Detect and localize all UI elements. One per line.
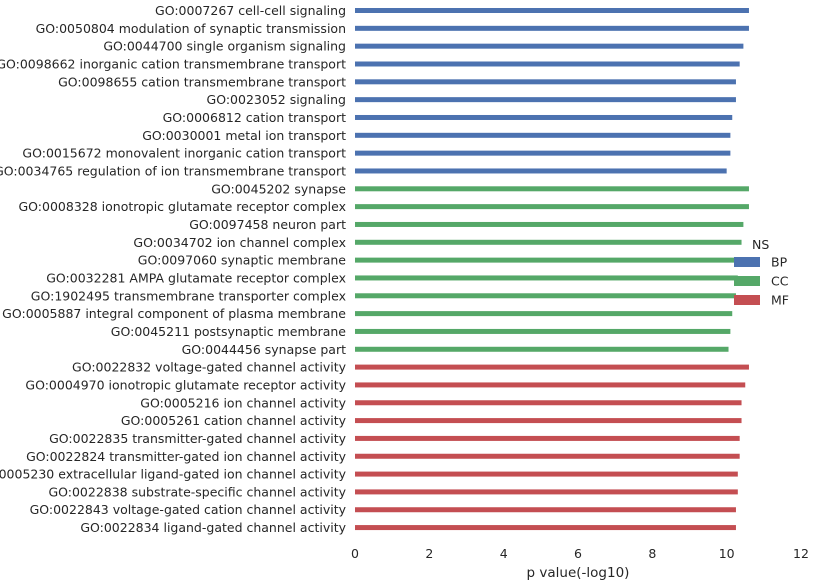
category-labels: GO:0007267 cell-cell signaling GO:0050804… xyxy=(0,3,347,535)
bar-bp xyxy=(355,168,727,174)
bar-bp xyxy=(355,79,736,85)
category-label: GO:0097458 neuron part xyxy=(189,217,346,232)
category-label: GO:0044456 synapse part xyxy=(182,342,346,357)
x-tick-label: 10 xyxy=(719,546,735,561)
bar-bp xyxy=(355,8,749,13)
bar-bp xyxy=(355,150,731,156)
category-label: GO:0097060 synaptic membrane xyxy=(138,253,347,268)
legend-title: NS xyxy=(752,237,769,252)
bar-mf xyxy=(355,525,736,531)
category-label: GO:0022838 substrate-specific channel ac… xyxy=(48,484,346,499)
category-label: GO:1902495 transmembrane transporter com… xyxy=(31,288,346,303)
category-label: GO:0098655 cation transmembrane transpor… xyxy=(58,74,346,89)
bar-bp xyxy=(355,25,749,31)
bar-cc xyxy=(355,257,740,263)
bar-mf xyxy=(355,489,738,495)
bar-mf xyxy=(355,364,749,370)
category-label: GO:0005887 integral component of plasma … xyxy=(2,306,346,321)
category-label: GO:0007267 cell-cell signaling xyxy=(155,3,346,18)
bar-bp xyxy=(355,61,740,67)
category-label: GO:0098662 inorganic cation transmembran… xyxy=(0,56,346,71)
bar-mf xyxy=(355,507,736,513)
legend-label-cc: CC xyxy=(771,274,789,289)
bar-mf xyxy=(355,418,742,424)
legend-swatch-cc xyxy=(734,276,760,286)
category-label: GO:0005261 cation channel activity xyxy=(121,413,347,428)
category-label: GO:0045202 synapse xyxy=(211,181,346,196)
x-tick-label: 0 xyxy=(351,546,359,561)
bar-cc xyxy=(355,204,749,210)
legend-label-bp: BP xyxy=(771,255,788,270)
bar-mf xyxy=(355,382,746,388)
category-label: GO:0030001 metal ion transport xyxy=(142,128,346,143)
category-label: GO:0022824 transmitter-gated ion channel… xyxy=(26,449,347,464)
bars-layer xyxy=(355,8,749,531)
bar-cc xyxy=(355,346,729,352)
category-label: GO:0005216 ion channel activity xyxy=(140,395,346,410)
x-tick-label: 8 xyxy=(648,546,656,561)
bar-cc xyxy=(355,275,738,281)
category-label: GO:0050804 modulation of synaptic transm… xyxy=(36,21,346,36)
x-tick-label: 4 xyxy=(500,546,508,561)
category-label: GO:0045211 postsynaptic membrane xyxy=(111,324,347,339)
bar-cc xyxy=(355,239,742,245)
legend-label-mf: MF xyxy=(771,293,789,308)
bar-cc xyxy=(355,311,733,317)
category-label: GO:0034702 ion channel complex xyxy=(133,235,346,250)
category-label: GO:0006812 cation transport xyxy=(163,110,346,125)
legend: NS BP CC MF xyxy=(734,237,789,308)
bar-cc xyxy=(355,221,744,227)
category-label: GO:0023052 signaling xyxy=(207,92,346,107)
category-label: GO:0004970 ionotropic glutamate receptor… xyxy=(25,377,346,392)
bar-cc xyxy=(355,293,736,299)
legend-swatch-mf xyxy=(734,295,760,305)
bar-mf xyxy=(355,471,738,477)
category-label: GO:0022843 voltage-gated cation channel … xyxy=(30,502,347,517)
x-axis-title: p value(-log10) xyxy=(527,565,630,581)
bar-cc xyxy=(355,328,731,334)
bar-bp xyxy=(355,97,736,103)
category-label: GO:0015672 monovalent inorganic cation t… xyxy=(22,146,346,161)
bar-cc xyxy=(355,186,749,192)
category-label: GO:0032281 AMPA glutamate receptor compl… xyxy=(46,270,346,285)
category-label: GO:0022832 voltage-gated channel activit… xyxy=(72,360,347,375)
bar-mf xyxy=(355,453,740,459)
bar-mf xyxy=(355,435,740,441)
category-label: GO:0008328 ionotropic glutamate receptor… xyxy=(19,199,347,214)
bar-bp xyxy=(355,43,744,49)
legend-swatch-bp xyxy=(734,257,760,267)
category-label: GO:0022834 ligand-gated channel activity xyxy=(80,520,346,535)
category-label: GO:0022835 transmitter-gated channel act… xyxy=(49,431,346,446)
bar-bp xyxy=(355,114,733,120)
bar-mf xyxy=(355,400,742,406)
category-label: GO:0005230 extracellular ligand-gated io… xyxy=(0,467,347,482)
x-axis-ticks: 0 2 4 6 8 10 12 xyxy=(351,546,809,561)
x-tick-label: 12 xyxy=(793,546,809,561)
bar-bp xyxy=(355,132,731,138)
x-tick-label: 2 xyxy=(425,546,433,561)
category-label: GO:0034765 regulation of ion transmembra… xyxy=(0,163,346,178)
category-label: GO:0044700 single organism signaling xyxy=(103,39,346,54)
x-tick-label: 6 xyxy=(574,546,582,561)
